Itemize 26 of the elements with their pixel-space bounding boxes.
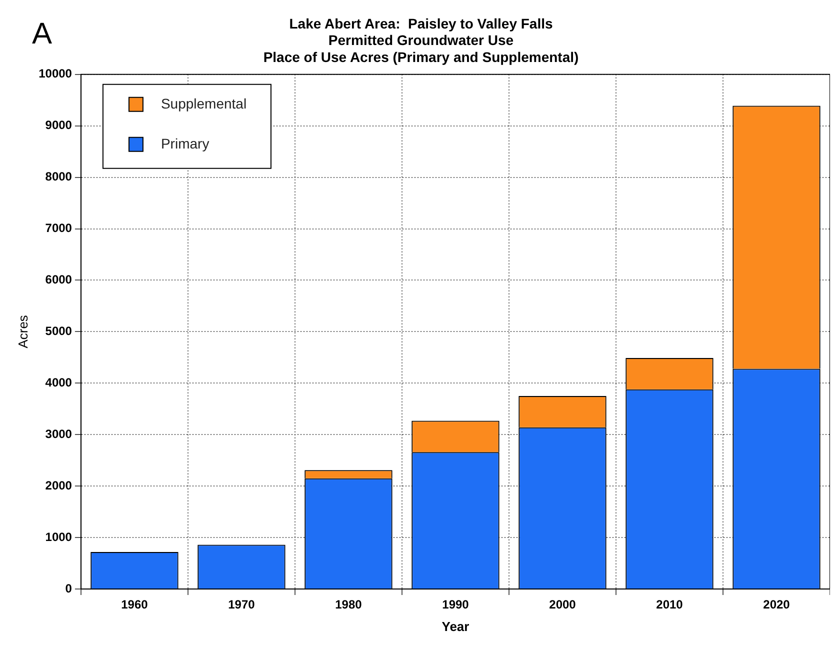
x-tick-label: 2000	[549, 598, 576, 612]
text: Place of Use Acres (Primary and Supplemental)	[263, 48, 579, 65]
x-tick-label: 2010	[656, 598, 684, 612]
y-tick-label: 2000	[45, 478, 72, 492]
x-tick-label: 1960	[121, 598, 148, 612]
text: Permitted Groundwater Use	[328, 32, 514, 48]
y-tick-label: 0	[65, 581, 72, 596]
y-tick-label: 3000	[45, 426, 72, 441]
x-tick-label: 2020	[763, 598, 790, 612]
x-tick-label: 1980	[335, 598, 362, 612]
y-tick-label: 1000	[45, 530, 72, 544]
y-axis-title: Acres	[15, 314, 30, 348]
text: A	[32, 17, 52, 50]
y-tick-label: 9000	[45, 118, 72, 132]
y-tick-label: 6000	[45, 272, 72, 287]
y-tick-label: 7000	[45, 221, 72, 236]
x-tick-label: 1990	[442, 598, 470, 612]
y-tick-label: 8000	[45, 170, 72, 184]
y-tick-label: 5000	[45, 324, 72, 338]
x-tick-label: 1970	[228, 598, 256, 612]
legend-label: Primary	[160, 135, 210, 152]
y-tick-label: 4000	[45, 375, 72, 390]
legend-label: Supplemental	[160, 95, 247, 112]
x-axis-title: Year	[442, 618, 470, 634]
y-tick-label: 10000	[38, 66, 72, 81]
text: Lake Abert Area: Paisley to Valley Falls	[289, 15, 553, 32]
